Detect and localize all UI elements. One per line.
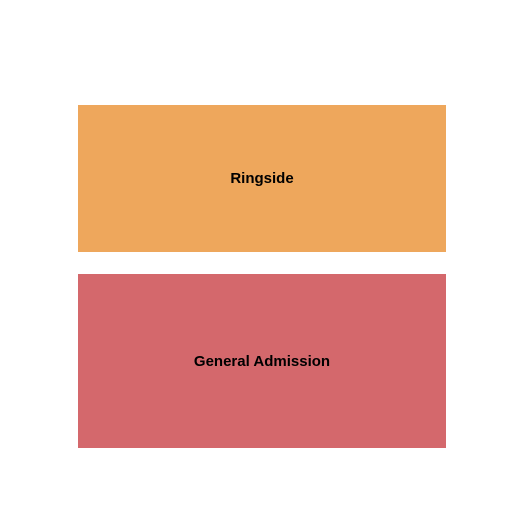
section-label-general-admission: General Admission [194, 353, 330, 370]
section-general-admission[interactable]: General Admission [78, 274, 446, 448]
section-label-ringside: Ringside [230, 170, 293, 187]
section-ringside[interactable]: Ringside [78, 105, 446, 252]
seating-chart-container: Ringside General Admission [78, 105, 446, 448]
